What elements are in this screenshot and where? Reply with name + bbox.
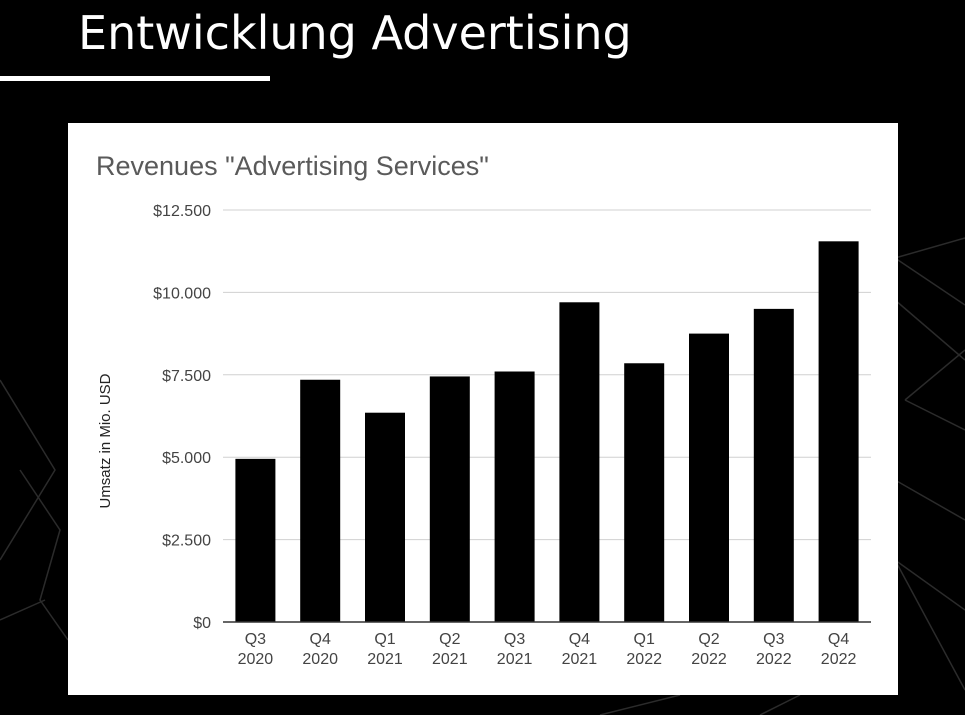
y-tick-label: $7.500: [162, 368, 211, 385]
y-tick-label: $0: [193, 615, 211, 632]
bar-q4-2020: [300, 379, 341, 622]
x-tick-label-quarter: Q2: [698, 631, 719, 648]
bar-q2-2021: [429, 376, 470, 622]
chart-card: Revenues "Advertising Services" $0 $2.500…: [68, 123, 898, 695]
bar-q1-2021: [365, 412, 405, 622]
bars: [235, 241, 859, 622]
x-tick-label-quarter: Q3: [504, 631, 525, 648]
y-tick-label: $10.000: [153, 285, 211, 302]
x-tick-label-year: 2022: [821, 651, 857, 668]
slide-title: Entwicklung Advertising: [78, 6, 632, 60]
y-axis-ticks: $0 $2.500 $5.000 $7.500 $10.000 $12.500: [153, 203, 211, 632]
bar-q3-2022: [753, 308, 794, 622]
x-tick-label-year: 2022: [691, 651, 727, 668]
x-tick-label-quarter: Q2: [439, 631, 460, 648]
bar-q4-2021: [559, 302, 600, 622]
x-tick-label-quarter: Q1: [374, 631, 395, 648]
y-tick-label: $12.500: [153, 203, 211, 220]
x-tick-label-quarter: Q3: [763, 631, 784, 648]
x-tick-label-quarter: Q3: [245, 631, 266, 648]
y-axis-label: Umsatz in Mio. USD: [97, 373, 114, 508]
title-underline: [0, 76, 270, 81]
x-axis-ticks: Q3 2020 Q4 2020 Q1 2021 Q2 2021 Q3 2021 Q4 2021 Q1 20…: [238, 631, 857, 668]
x-tick-label-quarter: Q4: [569, 631, 590, 648]
x-tick-label-year: 2020: [302, 651, 338, 668]
x-tick-label-year: 2021: [367, 651, 403, 668]
bar-q2-2022: [689, 333, 729, 622]
x-tick-label-year: 2021: [432, 651, 468, 668]
bar-q3-2020: [235, 458, 276, 622]
x-tick-label-year: 2020: [238, 651, 274, 668]
y-tick-label: $5.000: [162, 450, 211, 467]
bar-q3-2021: [494, 371, 535, 622]
bar-q1-2022: [624, 363, 665, 622]
bar-q4-2022: [818, 241, 859, 622]
x-tick-label-quarter: Q1: [634, 631, 655, 648]
chart-title: Revenues "Advertising Services": [96, 151, 489, 181]
x-tick-label-year: 2021: [497, 651, 533, 668]
x-tick-label-year: 2022: [626, 651, 662, 668]
x-tick-label-quarter: Q4: [828, 631, 849, 648]
revenue-bar-chart: Revenues "Advertising Services" $0 $2.500…: [96, 151, 871, 668]
x-tick-label-quarter: Q4: [310, 631, 331, 648]
x-tick-label-year: 2022: [756, 651, 792, 668]
x-tick-label-year: 2021: [562, 651, 598, 668]
y-tick-label: $2.500: [162, 533, 211, 550]
